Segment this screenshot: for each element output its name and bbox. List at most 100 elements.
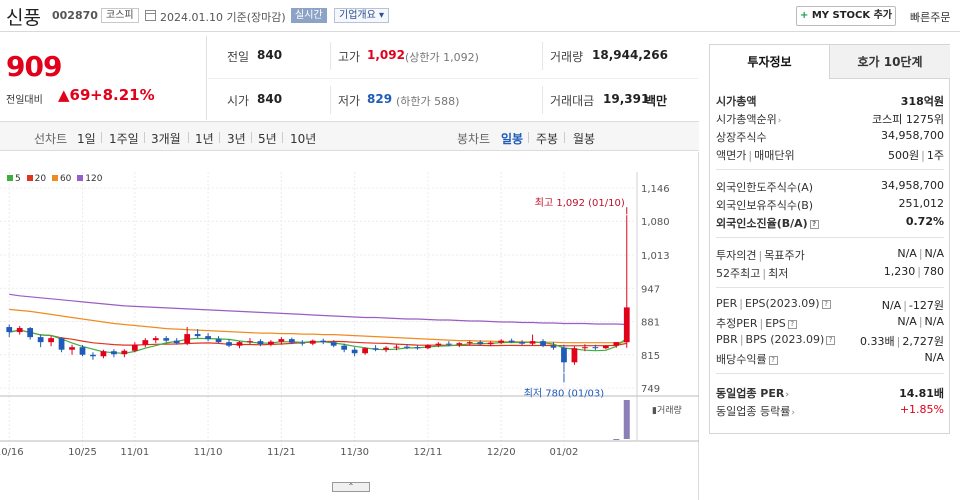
divider [542, 42, 543, 70]
candle [309, 339, 316, 346]
legend-swatch [7, 175, 13, 181]
candle [498, 339, 505, 345]
market-cap-row: 시가총액 318억원 [716, 91, 944, 109]
quick-order-link[interactable]: 빠른주문 [910, 11, 951, 24]
price-summary: 909 전일대비 ▲69 +8.21% [0, 36, 207, 120]
opinion-value: N/A | N/A [897, 247, 944, 260]
par-unit-row: 액면가 | 매매단위 500원 | 1주 [716, 145, 944, 163]
help-icon[interactable]: ? [768, 356, 778, 365]
market-cap-rank-label: 시가총액순위› [716, 113, 782, 126]
candle [383, 346, 389, 353]
investment-info-panel: 투자정보 호가 10단계 시가총액 318억원 시가총액순위› 코스피 1275… [709, 44, 950, 434]
divider [144, 132, 145, 143]
est-per-row: 추정PER | EPS? N/A | N/A [716, 313, 944, 331]
candle-daily[interactable]: 일봉 [501, 132, 524, 146]
candle [529, 334, 536, 346]
help-icon[interactable]: ? [809, 220, 819, 229]
opinion-label: 투자의견 | 목표주가 [716, 249, 805, 262]
candle [16, 326, 23, 335]
add-mystock-label: MY STOCK 추가 [811, 10, 893, 21]
candle [268, 340, 274, 347]
volume-bar [613, 439, 620, 440]
legend-swatch [51, 175, 58, 181]
price-chart: 최고 1,092 (01/10) 최저 780 (01/03) 1,146 1,08… [0, 152, 699, 500]
candle-body [623, 307, 630, 343]
candle [425, 344, 431, 350]
candle [131, 342, 138, 353]
candle-body [48, 338, 54, 343]
help-icon[interactable]: ? [826, 336, 836, 345]
est-per-label: 추정PER | EPS? [716, 315, 797, 331]
candle-body [184, 334, 191, 344]
candle-monthly[interactable]: 월봉 [573, 132, 596, 146]
range-1w[interactable]: 1주일 [109, 132, 139, 146]
dividend-value: N/A [924, 351, 944, 364]
candle [550, 342, 557, 350]
range-3m[interactable]: 3개월 [151, 132, 181, 146]
candle-body [529, 341, 536, 344]
candle [362, 347, 368, 355]
candle [173, 338, 180, 345]
market-cap-label: 시가총액 [716, 95, 757, 108]
company-info-dropdown[interactable]: 기업개요 ▾ [334, 8, 389, 23]
help-icon[interactable]: ? [821, 300, 831, 309]
chart-scroll-handle[interactable]: ⌃ [332, 482, 370, 492]
divider [716, 373, 944, 374]
candle-body [16, 328, 23, 333]
candle-body [58, 338, 65, 350]
ma60-line [9, 308, 627, 344]
range-10y[interactable]: 10년 [290, 132, 317, 146]
candle-body [288, 339, 295, 343]
range-3y[interactable]: 3년 [227, 132, 246, 146]
candle [37, 334, 44, 348]
tab-orderbook-10[interactable]: 호가 10단계 [830, 45, 950, 79]
candle-body [299, 342, 306, 344]
legend-item: 120 [74, 174, 102, 184]
ma120-line [9, 293, 627, 326]
legend-label: 60 [59, 174, 72, 184]
add-mystock-button[interactable]: + MY STOCK 추가 [796, 6, 896, 26]
divider [716, 287, 944, 288]
candle-body [445, 343, 452, 345]
candle [613, 342, 620, 348]
divider [188, 132, 189, 143]
sector-change-value: +1.85% [899, 403, 944, 416]
candle [163, 336, 170, 343]
dividend-label: 배당수익률? [716, 351, 778, 367]
per-value: N/A | -127원 [881, 299, 944, 312]
realtime-button[interactable]: 실시간 [291, 8, 327, 23]
legend-label: 20 [34, 174, 47, 184]
divider [208, 78, 698, 79]
amount-label: 거래대금 [550, 94, 595, 108]
week52-label: 52주최고 | 최저 [716, 267, 789, 280]
x-tick-label: 11/10 [194, 447, 223, 458]
candle [519, 340, 525, 346]
range-1y[interactable]: 1년 [195, 132, 214, 146]
legend-item: 5 [4, 174, 24, 184]
candle [48, 336, 54, 347]
market-badge: 코스피 [101, 8, 139, 23]
divider [219, 132, 220, 143]
pbr-label: PBR | BPS (2023.09)? [716, 333, 836, 346]
candle-body [111, 351, 117, 355]
candle-body [435, 343, 442, 346]
range-1d[interactable]: 1일 [77, 132, 96, 146]
help-icon[interactable]: ? [787, 320, 797, 329]
range-5y[interactable]: 5년 [258, 132, 277, 146]
x-tick-label: 12/20 [487, 447, 516, 458]
chevron-right-icon: › [777, 116, 782, 126]
candle-body [163, 338, 170, 341]
candle [152, 336, 159, 344]
candle-weekly[interactable]: 주봉 [536, 132, 559, 146]
legend-label: 5 [15, 174, 21, 184]
candle-body [173, 340, 180, 344]
x-tick-label: 11/30 [340, 447, 369, 458]
candle-body [142, 340, 149, 345]
candle-body [309, 340, 316, 344]
candle-body [90, 354, 96, 357]
open-value: 840 [257, 92, 283, 106]
market-cap-rank-row[interactable]: 시가총액순위› 코스피 1275위 [716, 109, 944, 127]
candle-body [582, 347, 588, 349]
tab-investment-info[interactable]: 투자정보 [710, 45, 830, 79]
prev-close-label: 전일 [227, 50, 250, 64]
